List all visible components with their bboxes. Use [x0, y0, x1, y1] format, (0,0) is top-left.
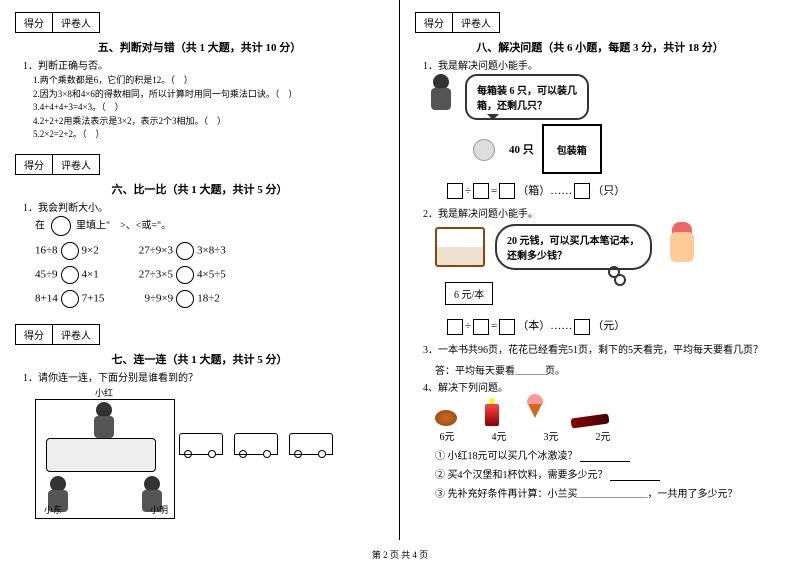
blank-circle[interactable] [176, 266, 194, 284]
marker-label: 评卷人 [53, 13, 99, 32]
bus-icon [289, 433, 333, 455]
q8-1: 1．我是解决问题小能手。 [423, 59, 785, 74]
bus-views [175, 429, 337, 462]
package-box: 包装箱 [542, 124, 602, 174]
kid-icon [88, 402, 120, 442]
page-footer: 第 2 页 共 4 页 [0, 548, 800, 561]
blank-circle[interactable] [61, 290, 79, 308]
label-xiaohong: 小红 [95, 386, 384, 399]
score-label: 得分 [16, 13, 53, 32]
blank-circle[interactable] [176, 242, 194, 260]
blank-circle[interactable] [176, 290, 194, 308]
q6-1: 1．我会判断大小。 [23, 201, 384, 216]
match-scene: 小东 小明 [35, 399, 175, 519]
rabbit-icon [465, 131, 501, 167]
q5-1-2: 2.因为3×8和4×6的得数相同，所以计算时用同一句乘法口诀。（ ） [33, 88, 384, 102]
sub-q3: ③ 先补充好条件再计算：小兰买＿＿＿＿＿＿＿，一共用了多少元？ [435, 485, 785, 500]
blank-line[interactable] [610, 470, 660, 481]
q8-4: 4、解决下列问题。 [423, 381, 785, 396]
q5-1: 1．判断正确与否。 [23, 59, 384, 74]
q8-3: 3．一本书共96页，花花已经看完51页，剩下的5天看完，平均每天要看几页？ [423, 343, 785, 358]
blank-line[interactable] [580, 451, 630, 462]
score-box-5: 得分评卷人 [15, 12, 100, 33]
problem-2-scene: 20 元钱，可以买几本笔记本，还剩多少钱？ [435, 222, 785, 272]
blank-circle[interactable] [61, 242, 79, 260]
blank-box[interactable] [447, 183, 463, 199]
blank-box[interactable] [499, 183, 515, 199]
blank-circle[interactable] [61, 266, 79, 284]
notebook-icon [435, 227, 485, 267]
price-row: 6元 4元 3元 2元 [435, 428, 785, 443]
sub-q2: ② 买4个汉堡和1杯饮料，需要多少元？ [435, 466, 785, 481]
q8-2: 2．我是解决问题小能手。 [423, 207, 785, 222]
compare-row-1: 16÷89×2 27÷9×33×8÷3 [35, 242, 384, 260]
bus-icon [179, 433, 223, 455]
cookie-icon [435, 410, 457, 426]
q7-1: 1．请你连一连，下面分别是谁看到的？ [23, 371, 384, 386]
label-xiaodong: 小东 [44, 503, 62, 516]
label-xiaoming: 小明 [150, 503, 168, 516]
q5-1-3: 3.4+4+4+3=4×3。（ ） [33, 101, 384, 115]
score-box-6: 得分评卷人 [15, 154, 100, 175]
problem-1-scene: 每箱装 6 只，可以装几箱，还剩几只？ [425, 74, 785, 120]
circle-icon [51, 216, 71, 236]
blank-box[interactable] [473, 319, 489, 335]
snack-icons [435, 402, 785, 426]
chef-icon [662, 222, 702, 272]
price-label: 6 元/本 [445, 282, 493, 305]
equation-2: ÷=（本）……（元） [445, 317, 785, 334]
car-icon [46, 438, 156, 472]
compare-row-2: 45÷94×1 27÷3×54×5÷5 [35, 266, 384, 284]
compare-row-3: 8+147+15 9÷9×918÷2 [35, 290, 384, 308]
count-label: 40 只 [509, 141, 534, 157]
blank-box[interactable] [574, 319, 590, 335]
blank-box[interactable] [447, 319, 463, 335]
q5-1-1: 1.两个乘数都是6，它们的积是12。（ ） [33, 74, 384, 88]
equation-1: ÷=（箱）……（只） [445, 182, 785, 199]
score-box-7: 得分评卷人 [15, 324, 100, 345]
kid-icon [425, 74, 457, 114]
drink-icon [485, 404, 499, 426]
thought-bubble: 20 元钱，可以买几本笔记本，还剩多少钱？ [495, 224, 652, 270]
answer-3: 答：平均每天要看＿＿＿页。 [435, 362, 785, 377]
speech-bubble: 每箱装 6 只，可以装几箱，还剩几只？ [465, 74, 589, 120]
blank-box[interactable] [574, 183, 590, 199]
candy-icon [570, 413, 609, 428]
blank-box[interactable] [473, 183, 489, 199]
score-box-8: 得分评卷人 [415, 12, 500, 33]
bus-icon [234, 433, 278, 455]
section-8-title: 八、解决问题（共 6 小题，每题 3 分，共计 18 分） [415, 39, 785, 55]
q5-1-5: 5.2×2=2+2。（ ） [33, 128, 384, 142]
section-5-title: 五、判断对与错（共 1 大题，共计 10 分） [15, 39, 384, 55]
section-7-title: 七、连一连（共 1 大题，共计 5 分） [15, 351, 384, 367]
sub-q1: ① 小红18元可以买几个冰激凌？ [435, 447, 785, 462]
q6-inst: 在 在 里填上" >、<或="。里填上" >、<或="。 [35, 216, 384, 236]
icecream-icon [527, 402, 543, 426]
blank-box[interactable] [499, 319, 515, 335]
section-6-title: 六、比一比（共 1 大题，共计 5 分） [15, 181, 384, 197]
q5-1-4: 4.2+2+2用乘法表示是3×2，表示2个3相加。（ ） [33, 115, 384, 129]
